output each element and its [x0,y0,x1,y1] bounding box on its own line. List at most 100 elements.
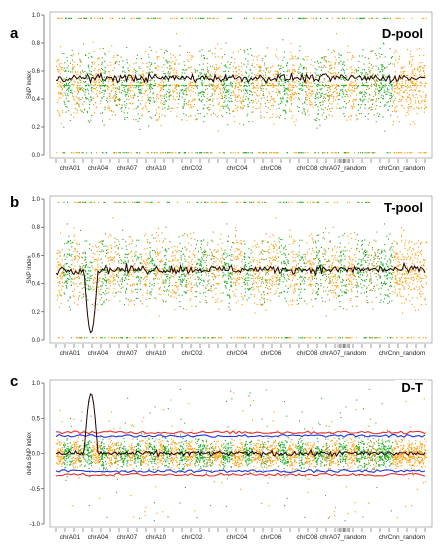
snp-point [312,85,314,87]
snp-point [354,85,356,87]
snp-point [81,257,83,259]
snp-point [358,67,360,69]
snp-point [68,306,70,308]
snp-point [293,94,295,96]
snp-point [261,78,263,80]
snp-point [174,62,176,64]
snp-point [414,100,416,102]
snp-point [138,17,140,19]
snp-point [161,97,163,99]
snp-point [74,278,76,280]
snp-point [282,59,284,61]
snp-point [108,288,110,290]
snp-point [384,130,386,132]
snp-point [321,85,323,87]
snp-point [355,114,357,116]
snp-point [67,17,69,19]
snp-point [418,90,420,92]
snp-point [67,85,69,87]
snp-point [141,96,143,98]
snp-point [405,89,407,91]
snp-point [128,107,130,109]
snp-point [371,17,373,19]
snp-point [371,75,373,77]
snp-point [197,258,199,260]
snp-point [289,69,291,71]
snp-point [382,74,384,76]
snp-point [155,66,157,68]
snp-point [304,101,306,103]
snp-point [206,268,208,270]
snp-point [234,104,236,106]
snp-point [211,255,213,257]
snp-point [97,258,99,260]
snp-point [162,289,164,291]
snp-point [79,79,81,81]
snp-point [59,255,61,257]
snp-point [298,68,300,70]
snp-point [92,282,94,284]
y-tick-label: 0.6 [32,69,41,75]
snp-point [78,97,80,99]
snp-point [419,66,421,68]
snp-point [214,288,216,290]
snp-point [92,337,94,339]
snp-point [109,285,111,287]
snp-point [232,76,234,78]
snp-point [79,87,81,89]
snp-point [229,67,231,69]
snp-point [224,105,226,107]
snp-point [388,82,390,84]
snp-point [204,73,206,75]
snp-point [63,152,65,154]
snp-point [199,152,201,154]
snp-point [149,247,151,249]
snp-point [197,240,199,242]
snp-point [101,262,103,264]
snp-point [131,239,133,241]
snp-point [127,152,129,154]
snp-point [133,87,135,89]
snp-point [205,267,207,269]
snp-point [129,95,131,97]
snp-point [115,96,117,98]
snp-point [100,80,102,82]
snp-point [305,17,307,19]
snp-point [84,269,86,271]
snp-point [56,258,58,260]
snp-point [107,249,109,251]
snp-point [376,58,378,60]
snp-point [379,71,381,73]
snp-point [121,104,123,106]
snp-point [117,269,119,271]
snp-point [177,260,179,262]
snp-point [179,242,181,244]
snp-point [217,43,219,45]
snp-point [69,82,71,84]
snp-point [147,84,149,86]
snp-point [384,80,386,82]
snp-point [192,272,194,274]
snp-point [391,93,393,95]
snp-point [330,73,332,75]
snp-point [365,72,367,74]
snp-point [183,308,185,310]
snp-point [419,62,421,64]
snp-point [354,72,356,74]
snp-point [246,89,248,91]
snp-point [236,100,238,102]
snp-point [220,76,222,78]
snp-point [357,70,359,72]
snp-point [105,282,107,284]
snp-point [97,269,99,271]
snp-point [154,67,156,69]
snp-point [76,86,78,88]
snp-point [90,96,92,98]
snp-point [370,85,372,87]
snp-point [386,76,388,78]
snp-point [324,152,326,154]
snp-point [90,88,92,90]
snp-point [83,43,85,45]
snp-point [393,121,395,123]
snp-point [320,66,322,68]
